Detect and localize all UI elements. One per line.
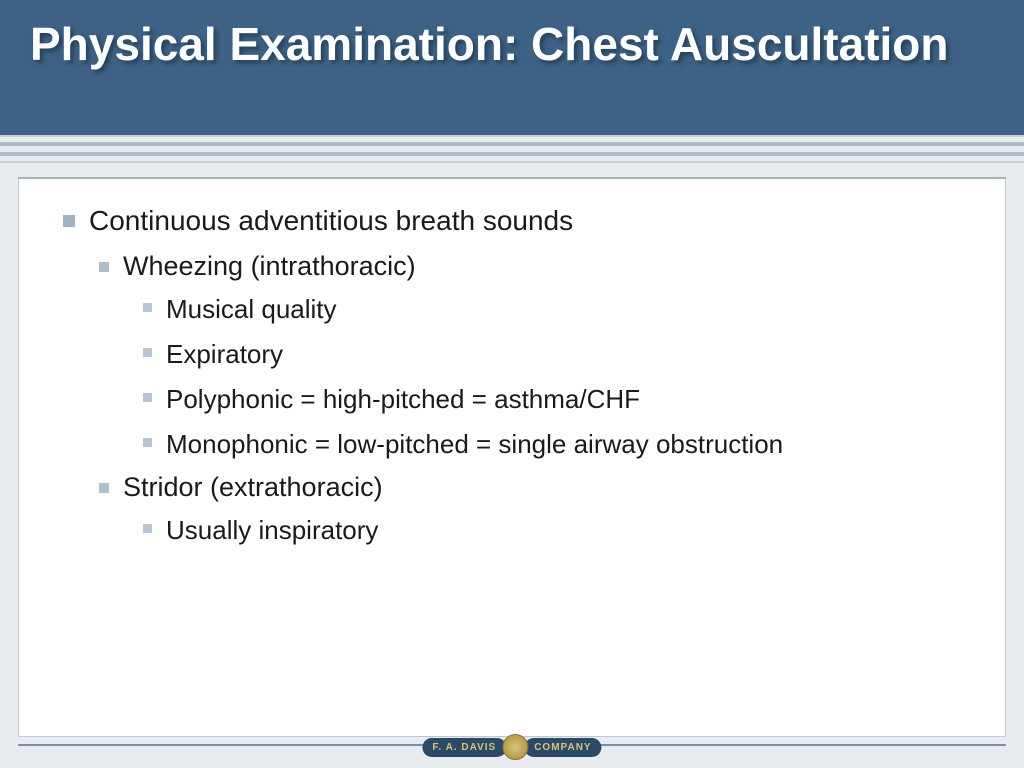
square-bullet-icon xyxy=(143,524,152,533)
square-bullet-icon xyxy=(143,303,152,312)
bullet-text: Expiratory xyxy=(166,337,283,372)
square-bullet-icon xyxy=(143,348,152,357)
divider-band xyxy=(0,135,1024,163)
bullet-text: Musical quality xyxy=(166,292,337,327)
bullet-text: Stridor (extrathoracic) xyxy=(123,472,383,503)
slide-title: Physical Examination: Chest Auscultation xyxy=(30,18,994,71)
bullet-level3: Musical quality xyxy=(143,292,969,327)
square-bullet-icon xyxy=(99,483,109,493)
bullet-level3: Usually inspiratory xyxy=(143,513,969,548)
square-bullet-icon xyxy=(63,215,75,227)
bullet-text: Monophonic = low-pitched = single airway… xyxy=(166,427,783,462)
square-bullet-icon xyxy=(143,438,152,447)
bullet-level3: Polyphonic = high-pitched = asthma/CHF xyxy=(143,382,969,417)
bullet-text: Wheezing (intrathoracic) xyxy=(123,251,416,282)
bullet-level1: Continuous adventitious breath sounds xyxy=(63,205,969,237)
bullet-level2: Wheezing (intrathoracic) xyxy=(99,251,969,282)
logo-text-left: F. A. DAVIS xyxy=(422,738,506,757)
logo-text-right: COMPANY xyxy=(524,738,601,757)
title-bar: Physical Examination: Chest Auscultation xyxy=(0,0,1024,135)
bullet-text: Usually inspiratory xyxy=(166,513,378,548)
publisher-logo: F. A. DAVIS COMPANY xyxy=(422,734,601,760)
bullet-text: Polyphonic = high-pitched = asthma/CHF xyxy=(166,382,640,417)
bullet-text: Continuous adventitious breath sounds xyxy=(89,205,573,237)
logo-emblem-icon xyxy=(502,734,528,760)
bullet-level2: Stridor (extrathoracic) xyxy=(99,472,969,503)
square-bullet-icon xyxy=(143,393,152,402)
bullet-level3: Expiratory xyxy=(143,337,969,372)
content-panel: Continuous adventitious breath sounds Wh… xyxy=(18,177,1006,737)
bullet-level3: Monophonic = low-pitched = single airway… xyxy=(143,427,969,462)
square-bullet-icon xyxy=(99,262,109,272)
